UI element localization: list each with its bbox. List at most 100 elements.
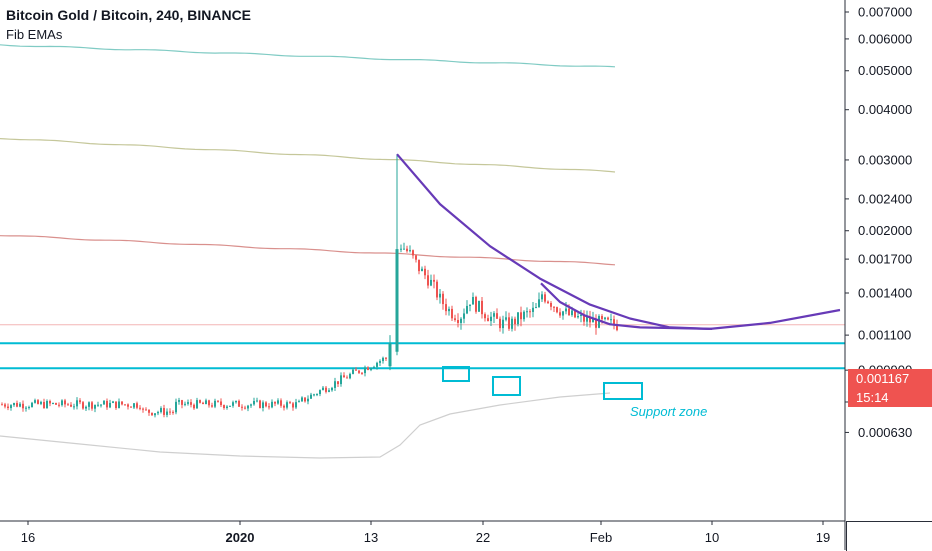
candle-body xyxy=(370,368,372,370)
candle-body xyxy=(112,401,114,403)
candle-body xyxy=(400,248,402,250)
candle-body xyxy=(532,307,534,312)
candle-body xyxy=(31,402,33,408)
candle-body xyxy=(298,401,300,403)
candle-body xyxy=(49,401,51,404)
candle-body xyxy=(262,402,264,408)
candle-body xyxy=(526,311,528,313)
time-tick-label: 13 xyxy=(364,530,378,545)
candle-body xyxy=(307,398,309,402)
candle-body xyxy=(16,402,18,407)
symbol-title[interactable]: Bitcoin Gold / Bitcoin, 240, BINANCE xyxy=(6,7,252,23)
candle-body xyxy=(37,400,39,404)
candle-body xyxy=(613,319,615,325)
candle-body xyxy=(595,318,597,328)
candle-body xyxy=(133,403,135,408)
candle-body xyxy=(145,409,147,411)
candle-body xyxy=(430,279,432,286)
candle-body xyxy=(136,403,138,408)
candle-body xyxy=(499,318,501,329)
candle-body xyxy=(520,312,522,320)
candle-body xyxy=(85,406,87,409)
candle-body xyxy=(238,400,240,407)
candle-body xyxy=(463,313,465,319)
candle-body xyxy=(466,305,468,314)
candle-body xyxy=(334,381,336,388)
time-tick-label: 19 xyxy=(816,530,830,545)
candle-body xyxy=(322,387,324,391)
price-tick-label: 0.001100 xyxy=(858,328,911,343)
candle-body xyxy=(541,294,543,300)
price-tick-label: 0.000630 xyxy=(858,425,912,440)
price-tick-label: 0.005000 xyxy=(858,63,912,78)
candle-body xyxy=(454,318,456,321)
candle-body xyxy=(217,400,219,402)
candle-body xyxy=(79,400,81,403)
fib-ema-line xyxy=(0,235,616,266)
candle-body xyxy=(349,373,351,379)
candle-body xyxy=(511,318,513,329)
candle-body xyxy=(535,307,537,309)
candle-body xyxy=(229,405,231,407)
support-box xyxy=(442,366,470,382)
candle-body xyxy=(472,297,474,305)
candle-body xyxy=(379,361,381,363)
candle-body xyxy=(67,404,69,406)
candle-body xyxy=(40,401,42,404)
candle-body xyxy=(367,367,369,370)
candle-body xyxy=(577,315,579,318)
support-zone-layer xyxy=(0,342,845,400)
candle-body xyxy=(52,402,54,404)
candle-body xyxy=(493,313,495,317)
candle-body xyxy=(586,316,588,322)
candle-body xyxy=(205,400,207,405)
candle-body xyxy=(559,312,561,316)
price-tick-label: 0.002400 xyxy=(858,191,912,206)
candle-body xyxy=(25,407,27,409)
candle-body xyxy=(241,406,243,408)
candle-body xyxy=(496,313,498,319)
candle-body xyxy=(223,405,225,408)
candle-body xyxy=(199,400,201,403)
candle-body xyxy=(196,400,198,409)
candle-body xyxy=(604,317,606,320)
candle-body xyxy=(601,316,603,320)
candle-body xyxy=(193,404,195,409)
candle-body xyxy=(175,401,177,413)
candle-body xyxy=(442,293,444,305)
indicator-label[interactable]: Fib EMAs xyxy=(6,27,63,42)
candle-body xyxy=(448,308,450,312)
candle-body xyxy=(46,401,48,409)
fib-ema-line xyxy=(0,44,616,68)
candle-body xyxy=(13,402,15,406)
candle-body xyxy=(412,250,414,256)
candle-body xyxy=(181,400,183,405)
candle-body xyxy=(250,404,252,406)
candle-body xyxy=(517,312,519,325)
candle-body xyxy=(148,409,150,413)
candle-body xyxy=(376,362,378,367)
candle-body xyxy=(385,357,387,359)
candle-body xyxy=(244,407,246,409)
candle-body xyxy=(616,324,618,331)
candle-body xyxy=(64,400,66,405)
candle-body xyxy=(451,308,453,319)
candle-body xyxy=(547,301,549,303)
candle-body xyxy=(88,402,90,407)
candle-body xyxy=(55,402,57,405)
candle-body xyxy=(202,402,204,405)
candle-body xyxy=(103,400,105,405)
curve-line xyxy=(540,282,713,330)
support-box xyxy=(603,382,643,400)
support-box xyxy=(492,376,521,396)
candle-body xyxy=(478,300,480,312)
candle-body xyxy=(313,394,315,396)
time-tick-label: 16 xyxy=(21,530,35,545)
candle-body xyxy=(346,377,348,379)
candle-body xyxy=(214,400,216,407)
candle-body xyxy=(73,406,75,408)
candle-body xyxy=(469,304,471,306)
candle-body xyxy=(418,259,420,272)
candle-body xyxy=(574,310,576,318)
